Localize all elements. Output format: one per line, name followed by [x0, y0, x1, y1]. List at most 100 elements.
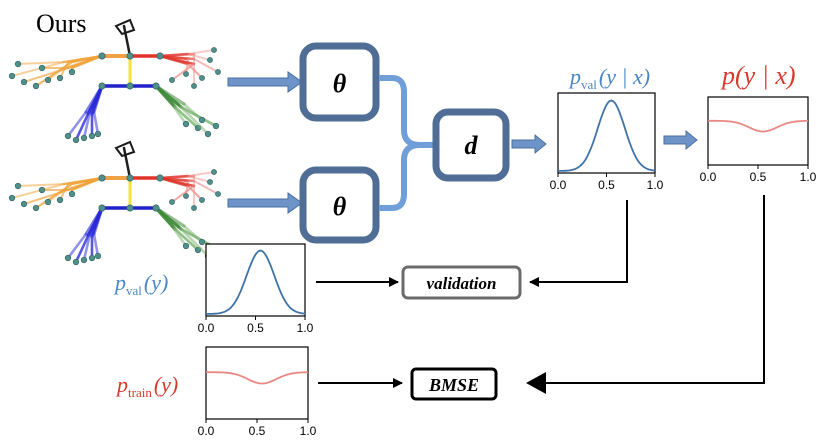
forearm-right-bone [171, 63, 195, 81]
head-bone [114, 18, 136, 36]
chart-tick-label: 0.5 [247, 321, 264, 335]
arm-right-bone [158, 54, 196, 66]
neck-bone [122, 146, 132, 180]
foot-left-joint [64, 254, 72, 262]
shin-right-bone [173, 105, 200, 130]
label-pval-y: pval(y) [113, 270, 168, 298]
hand-left-joint [14, 182, 22, 190]
chart-frame [707, 96, 809, 166]
thigh-right-bone [154, 84, 186, 106]
chart-tick-label: 0.0 [700, 170, 717, 184]
head-bone [114, 140, 136, 158]
merge-bracket [379, 75, 436, 211]
arm-left-bone [62, 54, 104, 64]
shin-left-bone [92, 110, 100, 136]
chart-curve [206, 249, 306, 315]
skeleton-top-icon [8, 18, 221, 144]
forearm-right-bone [193, 180, 219, 195]
distance-block: d [432, 108, 510, 182]
arm-right-bone [158, 174, 190, 180]
foot-left-joint [72, 258, 80, 266]
joint [156, 52, 164, 60]
hand-left-joint [38, 186, 46, 194]
label-pval-y-given-x: pval(y | x) [568, 64, 650, 92]
joint [152, 204, 160, 212]
chart-curve [558, 99, 656, 172]
arm-right-bone [158, 176, 196, 188]
hand-left-joint [56, 196, 64, 204]
block-arrow-bottom [227, 192, 303, 214]
shin-left-bone [66, 110, 88, 138]
shin-left-bone [74, 112, 90, 142]
chart-tick-label: 1.0 [297, 321, 314, 335]
hand-right-joint [211, 169, 217, 175]
arm-left-bone [66, 176, 104, 192]
arrow-p-yx-to-bmse [526, 195, 765, 394]
foot-left-joint [72, 136, 80, 144]
forearm-right-bone [193, 58, 219, 73]
chart-tick-label: 1.0 [800, 170, 817, 184]
hand-right-joint [199, 197, 205, 203]
validation-label: validation [427, 274, 497, 293]
neck-bone [122, 24, 132, 58]
forearm-right-bone [187, 175, 211, 183]
hand-right-joint [169, 199, 175, 205]
skeleton-bottom-icon [8, 140, 221, 266]
arrow-pval-yx-to-validation [529, 200, 628, 287]
d-label: d [465, 131, 479, 160]
chart-tick-label: 0.0 [198, 321, 215, 335]
joint [98, 204, 106, 212]
chart-tick-label: 0.5 [249, 424, 266, 438]
foot-right-joint [204, 130, 212, 138]
hand-left-joint [32, 204, 40, 212]
theta-block-bottom: θ [299, 166, 380, 244]
validation-box: validation [401, 265, 522, 300]
shin-left-bone [92, 232, 100, 258]
thigh-right-bone [154, 206, 186, 228]
foot-right-joint [212, 122, 220, 130]
joint [126, 82, 134, 90]
label-p-y-given-x: p(y | x) [720, 61, 796, 90]
bmse-label: BMSE [428, 375, 479, 395]
shin-left-bone [82, 110, 92, 140]
forearm-right-bone [187, 49, 215, 55]
forearm-right-bone [171, 185, 195, 203]
forearm-right-bone [187, 171, 215, 177]
joint [98, 82, 106, 90]
label-ptrain-y: ptrain(y) [115, 372, 178, 400]
hand-left-joint [8, 194, 16, 202]
block-arrow-chart-to-chart [663, 129, 698, 151]
diagram-title: Ours [36, 9, 87, 38]
hand-right-joint [215, 69, 221, 75]
chart-tick-label: 0.0 [198, 424, 215, 438]
forearm-left-bone [11, 61, 65, 77]
foot-right-joint [182, 242, 190, 250]
joint [98, 174, 106, 182]
hand-right-joint [191, 205, 197, 211]
hand-right-joint [199, 75, 205, 81]
hand-left-joint [32, 82, 40, 90]
chart-tick-label: 1.0 [647, 178, 664, 192]
hand-right-joint [191, 83, 197, 89]
hand-right-joint [211, 47, 217, 53]
foot-left-joint [94, 252, 102, 260]
chart-p-y-given-x: 0.0 0.5 1.0 [700, 96, 817, 184]
arm-right-bone [158, 52, 190, 58]
theta-top-label: θ [333, 69, 347, 98]
forearm-left-bone [47, 189, 65, 203]
hand-left-joint [20, 78, 28, 86]
hand-left-joint [56, 74, 64, 82]
hand-right-joint [207, 57, 213, 63]
hand-right-joint [169, 77, 175, 83]
chart-tick-label: 1.0 [300, 424, 317, 438]
foot-left-joint [80, 256, 88, 264]
arm-left-bone [62, 176, 104, 186]
chart-ptrain-y: 0.0 0.5 1.0 [198, 346, 317, 438]
foot-left-joint [94, 130, 102, 138]
joint [156, 174, 164, 182]
chart-curve [708, 119, 808, 133]
chart-tick-label: 0.5 [750, 170, 767, 184]
hand-left-joint [14, 60, 22, 68]
forearm-left-bone [47, 67, 65, 81]
